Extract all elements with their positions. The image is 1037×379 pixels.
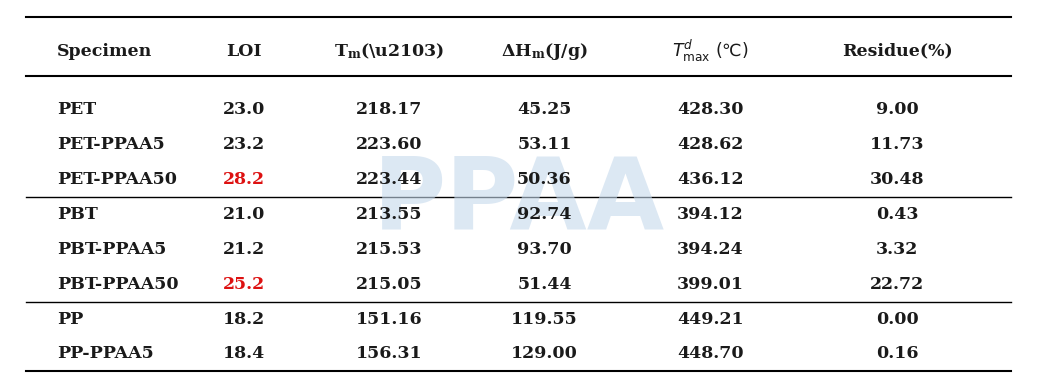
Text: LOI: LOI [226,43,261,60]
Text: 25.2: 25.2 [223,276,264,293]
Text: 51.44: 51.44 [517,276,571,293]
Text: 428.30: 428.30 [677,102,744,118]
Text: 399.01: 399.01 [677,276,744,293]
Text: 218.17: 218.17 [356,102,422,118]
Text: 215.53: 215.53 [356,241,422,258]
Text: 3.32: 3.32 [876,241,918,258]
Text: 22.72: 22.72 [870,276,924,293]
Text: 223.60: 223.60 [356,136,422,153]
Text: 428.62: 428.62 [677,136,744,153]
Text: $T^d_{\mathrm{max}}$ (℃): $T^d_{\mathrm{max}}$ (℃) [672,38,749,64]
Text: 23.0: 23.0 [223,102,264,118]
Text: 23.2: 23.2 [223,136,264,153]
Text: PBT-PPAA5: PBT-PPAA5 [57,241,166,258]
Text: 448.70: 448.70 [677,346,744,362]
Text: 93.70: 93.70 [517,241,571,258]
Text: PPAA: PPAA [372,152,665,249]
Text: $\mathregular{T_m}$(\u2103): $\mathregular{T_m}$(\u2103) [334,41,444,61]
Text: PET: PET [57,102,96,118]
Text: PP-PPAA5: PP-PPAA5 [57,346,153,362]
Text: PBT: PBT [57,206,97,223]
Text: 21.0: 21.0 [223,206,264,223]
Text: 394.12: 394.12 [677,206,744,223]
Text: 0.16: 0.16 [876,346,918,362]
Text: 50.36: 50.36 [517,171,571,188]
Text: 213.55: 213.55 [356,206,422,223]
Text: PP: PP [57,311,83,327]
Text: $\mathregular{\Delta H_m}$(J/g): $\mathregular{\Delta H_m}$(J/g) [501,41,588,62]
Text: 92.74: 92.74 [517,206,571,223]
Text: 215.05: 215.05 [356,276,422,293]
Text: 129.00: 129.00 [511,346,578,362]
Text: 53.11: 53.11 [517,136,571,153]
Text: 156.31: 156.31 [356,346,422,362]
Text: 119.55: 119.55 [511,311,578,327]
Text: 45.25: 45.25 [517,102,571,118]
Text: 0.00: 0.00 [875,311,919,327]
Text: 28.2: 28.2 [223,171,264,188]
Text: PBT-PPAA50: PBT-PPAA50 [57,276,178,293]
Text: 18.4: 18.4 [223,346,264,362]
Text: 9.00: 9.00 [875,102,919,118]
Text: 394.24: 394.24 [677,241,744,258]
Text: Specimen: Specimen [57,43,152,60]
Text: PET-PPAA5: PET-PPAA5 [57,136,165,153]
Text: 30.48: 30.48 [870,171,924,188]
Text: 21.2: 21.2 [223,241,264,258]
Text: 11.73: 11.73 [870,136,924,153]
Text: 0.43: 0.43 [876,206,918,223]
Text: 151.16: 151.16 [356,311,422,327]
Text: 449.21: 449.21 [677,311,744,327]
Text: Residue(%): Residue(%) [842,43,952,60]
Text: 18.2: 18.2 [223,311,264,327]
Text: 436.12: 436.12 [677,171,744,188]
Text: PET-PPAA50: PET-PPAA50 [57,171,177,188]
Text: 223.44: 223.44 [356,171,422,188]
